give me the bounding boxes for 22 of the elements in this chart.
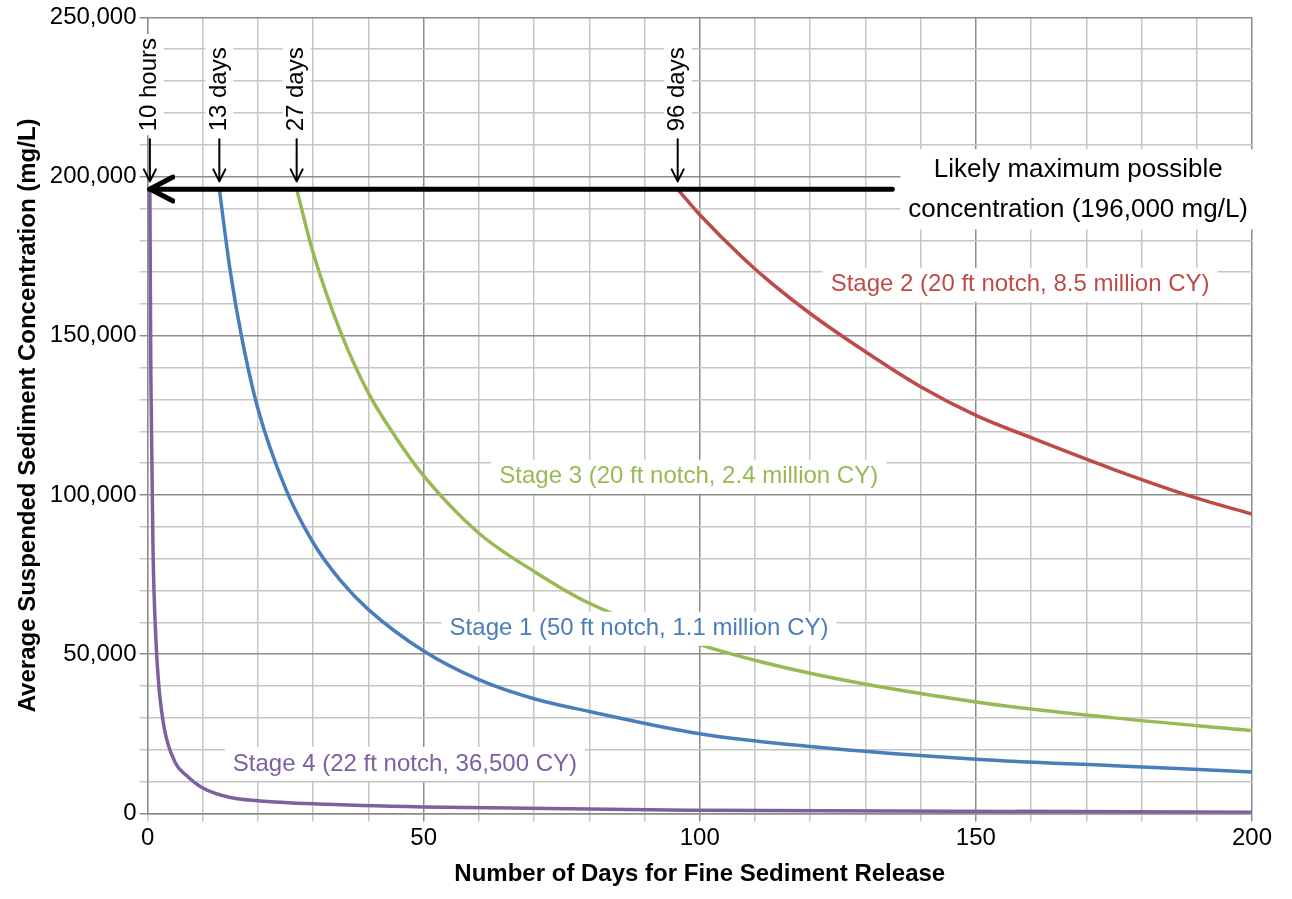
x-axis-title: Number of Days for Fine Sediment Release (454, 859, 946, 887)
x-tick-label: 100 (679, 823, 720, 851)
series-label: Stage 4 (22 ft notch, 36,500 CY) (232, 748, 577, 776)
y-tick-label: 250,000 (49, 2, 137, 30)
annotation: 27 days (281, 47, 309, 132)
annotation: 96 days (662, 47, 690, 132)
annotation: 10 hours (134, 37, 162, 132)
y-tick-label: 150,000 (49, 320, 137, 348)
y-tick-label: 50,000 (63, 638, 137, 666)
series-label: Stage 3 (20 ft notch, 2.4 million CY) (499, 461, 879, 489)
y-tick-label: 100,000 (49, 479, 137, 507)
y-tick-label: 200,000 (49, 161, 137, 189)
x-tick-label: 150 (955, 823, 996, 851)
series-label: Stage 2 (20 ft notch, 8.5 million CY) (830, 269, 1210, 297)
ref-line-label: Likely maximum possible concentration (196,000 mg/L) (908, 152, 1248, 223)
series-label: Stage 1 (50 ft notch, 1.1 million CY) (449, 613, 829, 641)
x-tick-label: 200 (1231, 823, 1273, 851)
annotation: 13 days (203, 47, 231, 132)
x-tick-label: 50 (410, 823, 438, 851)
y-axis-title: Average Suspended Sediment Concentration (mg/L) (13, 118, 41, 713)
y-tick-label: 0 (123, 798, 137, 826)
x-tick-label: 0 (140, 823, 155, 851)
